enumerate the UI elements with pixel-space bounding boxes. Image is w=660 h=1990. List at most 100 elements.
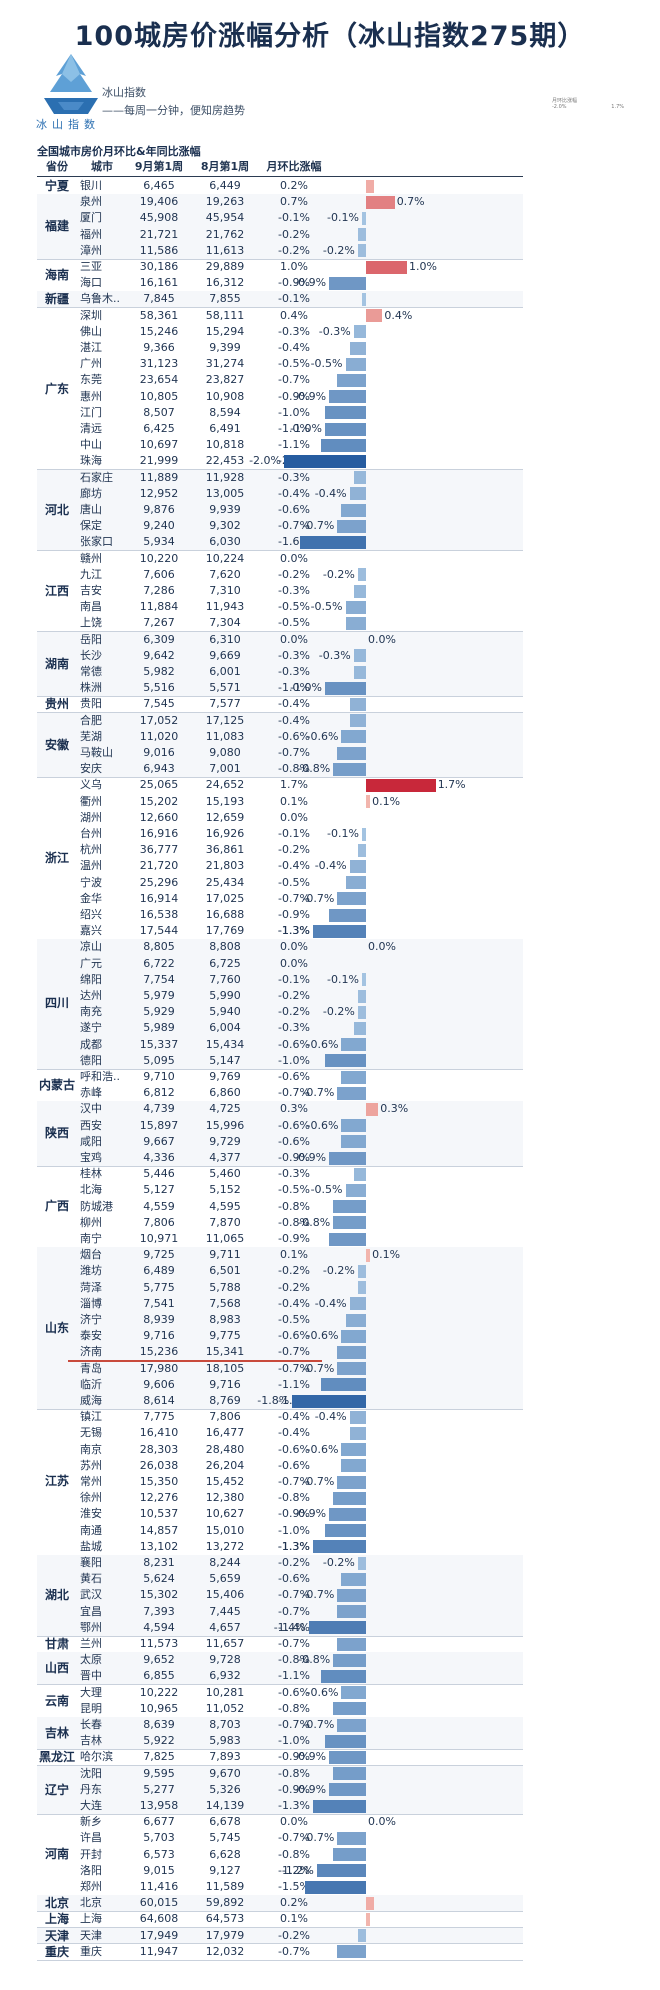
sep-price: 15,337 (139, 1037, 179, 1051)
province-group (37, 1765, 523, 1815)
mom-bar (325, 1054, 366, 1068)
city-name: 襄阳 (80, 1556, 102, 1569)
sep-price: 15,350 (139, 1475, 179, 1488)
city-name: 唐山 (80, 503, 102, 516)
province-label: 海南 (44, 268, 69, 282)
city-name: 惠州 (80, 389, 102, 403)
aug-price: 5,326 (209, 1782, 241, 1796)
sep-price: 6,722 (143, 956, 175, 970)
province-label: 陕西 (44, 1126, 69, 1141)
aug-price: 12,659 (205, 810, 245, 824)
mom-value: -0.2% (278, 1928, 310, 1942)
mom-bar-label: 0.1% (372, 1248, 401, 1262)
mom-bar (329, 1151, 366, 1165)
mom-bar-label: -0.6% (306, 729, 339, 743)
aug-price: 9,716 (209, 1377, 241, 1391)
mom-value: -0.6% (278, 1070, 310, 1083)
mom-bar (345, 1313, 366, 1327)
sep-price: 8,805 (143, 940, 175, 954)
city-name: 吉林 (80, 1734, 102, 1748)
province-label: 辽宁 (44, 1782, 69, 1797)
mom-bar-label: 0.0% (368, 632, 396, 646)
mom-bar (337, 1589, 366, 1602)
sep-price: 16,916 (139, 827, 179, 840)
city-name: 海口 (80, 276, 102, 290)
province-label: 吉林 (44, 1726, 69, 1740)
aug-price: 6,449 (209, 179, 241, 192)
group-divider (37, 695, 523, 697)
mom-value: -1.0% (278, 681, 310, 695)
province-group (37, 712, 523, 778)
aug-price: 21,803 (205, 859, 245, 873)
city-name: 安庆 (80, 762, 102, 776)
mom-value: -0.1% (278, 972, 310, 986)
mom-bar-label: 0.3% (380, 1102, 409, 1116)
city-name: 菏泽 (80, 1280, 102, 1294)
city-name: 义乌 (80, 778, 102, 792)
aug-price: 11,052 (205, 1701, 245, 1715)
province-label: 黑龙江 (38, 1750, 75, 1765)
city-name: 哈尔滨 (80, 1750, 113, 1764)
mom-value: -0.6% (278, 1118, 310, 1132)
city-name: 湖州 (80, 810, 102, 824)
sep-price: 4,594 (143, 1620, 175, 1634)
city-name: 新乡 (80, 1815, 102, 1829)
city-name: 江门 (80, 405, 102, 419)
mom-bar-label: -0.7% (302, 519, 335, 533)
city-name: 德阳 (80, 1053, 102, 1067)
aug-price: 6,860 (209, 1086, 241, 1100)
mom-bar (345, 617, 366, 630)
city-name: 鄂州 (80, 1620, 102, 1634)
aug-price: 15,434 (205, 1037, 245, 1051)
aug-price: 15,452 (205, 1475, 245, 1488)
sep-price: 31,123 (139, 357, 179, 371)
header-mom-change: 月环比涨幅 (266, 160, 322, 173)
mom-value: -0.3% (278, 470, 310, 484)
mom-bar-label: -0.8% (298, 1653, 331, 1667)
aug-price: 12,032 (205, 1944, 245, 1958)
province-label: 广西 (44, 1199, 69, 1214)
mom-bar-label: -0.1% (326, 211, 359, 225)
aug-price: 6,310 (209, 632, 241, 646)
city-name: 济宁 (80, 1313, 102, 1326)
mom-bar (361, 973, 366, 987)
mom-value: -1.0% (278, 405, 310, 419)
group-divider (37, 307, 523, 309)
mom-bar (341, 1459, 366, 1473)
mom-bar-label: -0.7% (302, 1588, 335, 1602)
mom-value: -0.7% (278, 1718, 310, 1731)
city-name: 赣州 (80, 551, 102, 565)
sep-price: 7,286 (143, 584, 175, 597)
mom-bar (325, 1524, 366, 1538)
group-divider (37, 1165, 523, 1167)
mom-bar (357, 568, 366, 582)
table-subtitle: 全国城市房价月环比&年同比涨幅 (37, 145, 201, 158)
mom-value: -0.6% (278, 729, 310, 743)
sep-price: 9,015 (143, 1863, 175, 1877)
mom-value: -0.4% (278, 697, 310, 711)
city-name: 常州 (80, 1475, 102, 1488)
city-name: 吉安 (80, 584, 102, 597)
mom-value: -0.7% (278, 1604, 310, 1618)
header-divider (37, 176, 523, 177)
sep-price: 6,943 (143, 762, 175, 776)
sep-price: 7,545 (143, 697, 175, 711)
mom-bar (357, 1281, 366, 1295)
sep-price: 6,812 (143, 1086, 175, 1100)
mom-bar (349, 487, 366, 501)
mom-value: -0.9% (278, 389, 310, 403)
mom-bar (341, 1572, 366, 1586)
province-group (37, 1555, 523, 1636)
brand-slogan: ——每周一分钟，便知房趋势 (102, 104, 245, 117)
sep-price: 58,361 (139, 308, 179, 322)
mom-bar (349, 1427, 366, 1440)
mom-value: -0.6% (278, 1685, 310, 1699)
mom-value: 0.0% (280, 632, 308, 646)
city-name: 温州 (80, 859, 102, 873)
aug-price: 26,204 (205, 1458, 245, 1472)
mom-value: -0.3% (278, 648, 310, 662)
aug-price: 5,788 (209, 1280, 241, 1294)
mom-bar-label: -0.1% (326, 972, 359, 986)
mom-bar (357, 1265, 366, 1278)
aug-price: 23,827 (205, 373, 245, 387)
